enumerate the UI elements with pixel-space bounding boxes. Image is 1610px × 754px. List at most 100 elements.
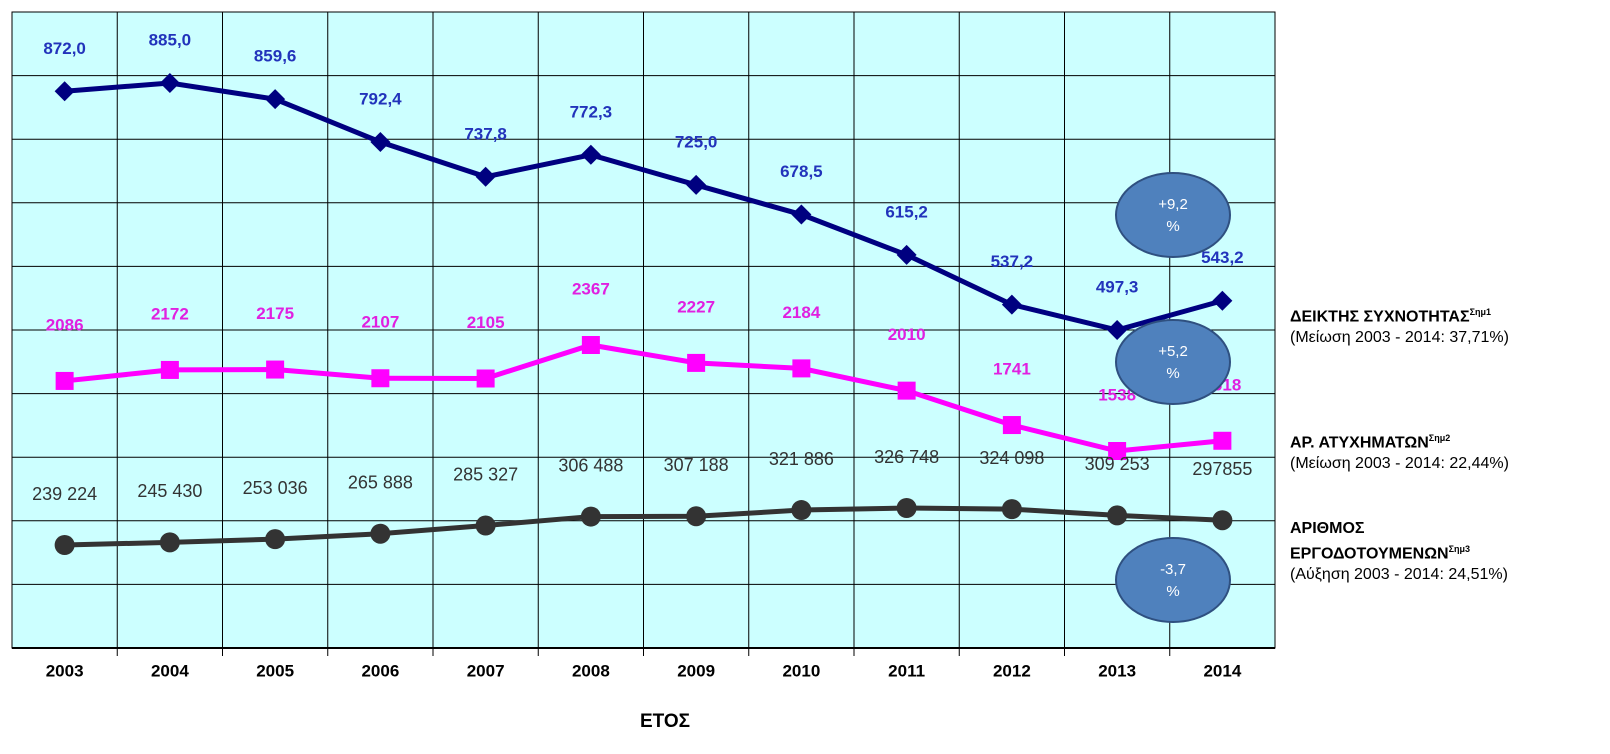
data-label: 239 224 — [32, 484, 97, 504]
marker — [1107, 320, 1128, 340]
x-tick-label: 2009 — [677, 661, 715, 680]
data-label: 307 188 — [664, 455, 729, 475]
data-label: 885,0 — [149, 30, 192, 49]
marker — [791, 204, 812, 225]
marker — [476, 369, 495, 388]
data-label: 792,4 — [359, 89, 402, 108]
data-label: 265 888 — [348, 472, 413, 492]
data-label: 1538 — [1098, 385, 1136, 404]
marker — [580, 506, 601, 527]
data-label: 2107 — [361, 313, 399, 332]
marker — [686, 174, 707, 195]
x-tick-label: 2008 — [572, 661, 610, 680]
legend-entry: ΔΕΙΚΤΗΣ ΣΥΧΝΟΤΗΤΑΣΣημ1 (Μείωση 2003 - 201… — [1290, 302, 1590, 348]
x-tick-label: 2007 — [467, 661, 505, 680]
badge-text: % — [1166, 365, 1179, 382]
data-label: 297855 — [1192, 459, 1252, 479]
badge-text: -3,7 — [1160, 561, 1186, 578]
marker — [371, 369, 390, 388]
marker — [266, 360, 285, 379]
x-tick-label: 2004 — [151, 661, 189, 680]
marker — [580, 144, 601, 165]
data-label: 2184 — [782, 303, 820, 322]
x-axis-title: ΕΤΟΣ — [640, 711, 690, 732]
marker — [1002, 416, 1021, 435]
marker — [159, 532, 180, 553]
grid — [12, 12, 1275, 656]
marker — [55, 371, 74, 390]
data-label: 2227 — [677, 297, 715, 316]
badge-text: % — [1166, 218, 1179, 235]
marker — [265, 529, 286, 550]
legend-footnote: Σημ1 — [1469, 307, 1491, 317]
data-label: 615,2 — [885, 202, 928, 221]
marker — [370, 131, 391, 152]
data-label: 324 098 — [979, 448, 1044, 468]
marker — [265, 89, 286, 110]
legend-title: ΑΡ. ΑΤΥΧΗΜΑΤΩΝΣημ2 — [1290, 428, 1590, 453]
legend-title: ΑΡΙΘΜΟΣ ΕΡΓΟΔΟΤΟΥΜΕΝΩΝΣημ3 — [1290, 518, 1520, 564]
legend-footnote: Σημ2 — [1428, 433, 1451, 443]
marker — [581, 336, 600, 354]
badge-text: +5,2 — [1158, 343, 1188, 360]
marker — [54, 535, 75, 555]
marker — [687, 353, 706, 372]
marker — [791, 500, 812, 521]
x-tick-label: 2011 — [888, 661, 925, 680]
legend-name: ΑΡΙΘΜΟΣ ΕΡΓΟΔΟΤΟΥΜΕΝΩΝ — [1290, 520, 1449, 563]
x-tick-label: 2013 — [1098, 661, 1136, 680]
legend-entry: ΑΡΙΘΜΟΣ ΕΡΓΟΔΟΤΟΥΜΕΝΩΝΣημ3 (Αύξηση 2003 -… — [1290, 518, 1520, 585]
data-label: 2010 — [888, 325, 926, 344]
x-tick-label: 2012 — [993, 661, 1031, 680]
series-line — [64, 80, 1224, 333]
legend-footnote: Σημ3 — [1448, 544, 1471, 554]
marker — [1212, 290, 1233, 311]
data-label: 859,6 — [254, 47, 297, 66]
marker — [160, 360, 179, 379]
x-tick-label: 2005 — [256, 661, 294, 680]
marker — [159, 73, 180, 93]
marker — [475, 515, 496, 536]
marker — [1107, 505, 1128, 526]
x-tick-label: 2014 — [1203, 661, 1241, 680]
badge-text: +9,2 — [1158, 196, 1188, 213]
marker — [792, 359, 811, 378]
data-label: 2367 — [572, 279, 610, 298]
data-label: 253 036 — [243, 478, 308, 498]
legend-change: (Μείωση 2003 - 2014: 22,44%) — [1290, 455, 1509, 473]
data-label: 872,0 — [43, 39, 86, 58]
x-tick-label: 2010 — [782, 661, 820, 680]
marker — [686, 506, 707, 527]
data-label: 497,3 — [1096, 277, 1139, 296]
badge — [1115, 172, 1231, 258]
legend-change: (Αύξηση 2003 - 2014: 24,51%) — [1290, 566, 1508, 584]
badge — [1115, 319, 1231, 405]
data-label: 309 253 — [1085, 454, 1150, 474]
x-tick-label: 2003 — [46, 661, 84, 680]
data-label: 725,0 — [675, 132, 718, 151]
data-label: 537,2 — [991, 252, 1034, 271]
data-label: 1741 — [993, 360, 1031, 379]
data-label: 285 327 — [453, 464, 518, 484]
marker — [475, 166, 496, 187]
data-label: 326 748 — [874, 447, 939, 467]
data-label: 678,5 — [780, 162, 823, 181]
marker — [896, 498, 917, 518]
marker — [1001, 294, 1022, 315]
legend-entry: ΑΡ. ΑΤΥΧΗΜΑΤΩΝΣημ2 (Μείωση 2003 - 2014: 2… — [1290, 428, 1590, 474]
marker — [1213, 431, 1232, 450]
data-label: 306 488 — [558, 455, 623, 475]
marker — [1212, 510, 1233, 531]
data-label: 321 886 — [769, 449, 834, 469]
marker — [897, 381, 916, 400]
series-line — [64, 342, 1223, 454]
badge-text: % — [1166, 583, 1179, 600]
data-label: 2175 — [256, 304, 294, 323]
x-tick-label: 2006 — [361, 661, 399, 680]
marker — [896, 244, 917, 265]
data-label: 245 430 — [137, 481, 202, 501]
badge — [1115, 537, 1231, 623]
data-label: 772,3 — [570, 102, 613, 121]
